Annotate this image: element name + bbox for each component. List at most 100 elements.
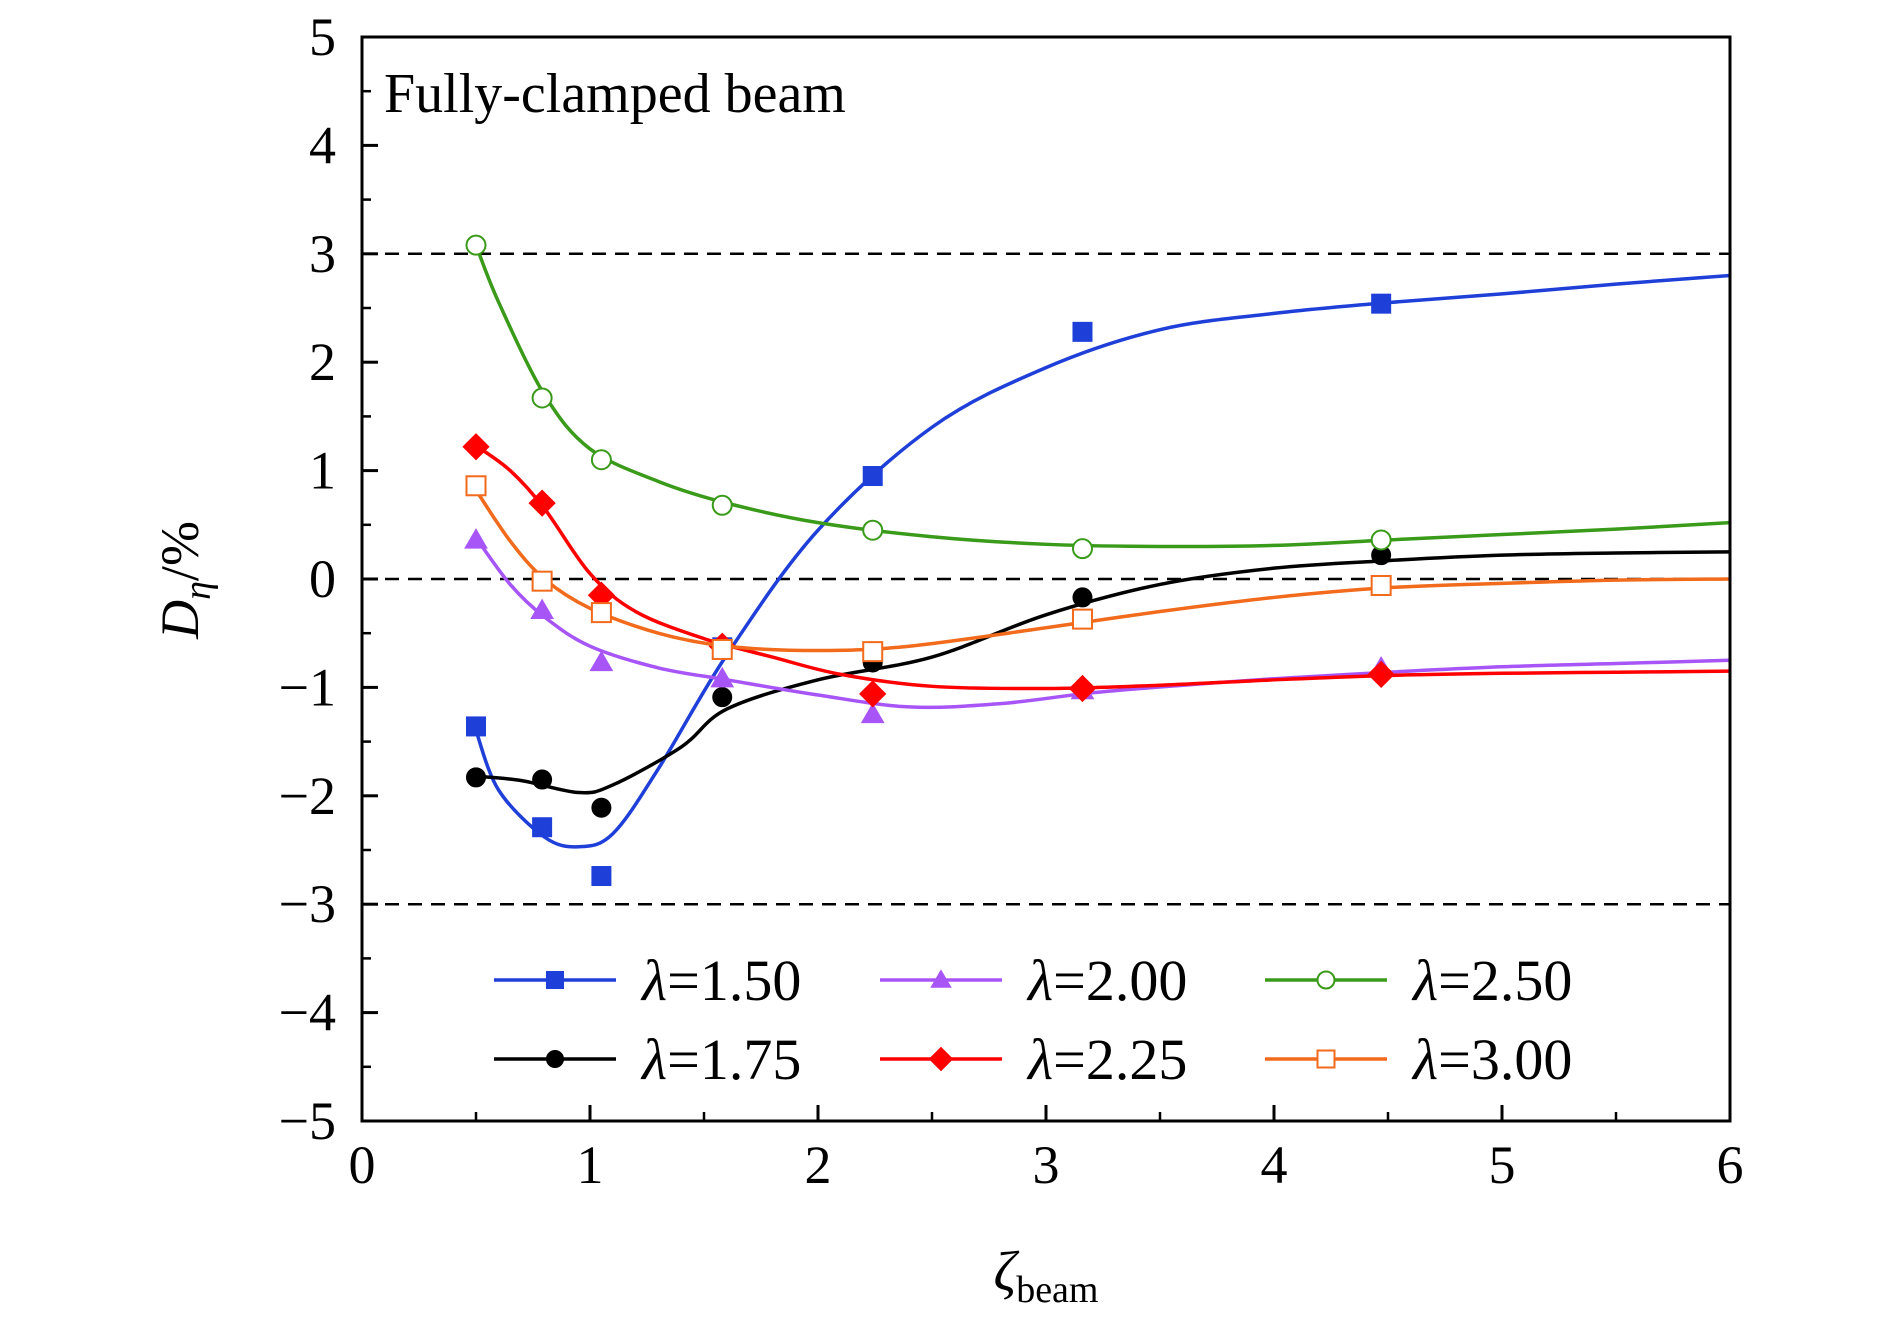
x-tick-label: 1 xyxy=(577,1135,604,1195)
series-fit-line xyxy=(474,273,1731,849)
series-3.00 xyxy=(465,475,1731,663)
series-2.50 xyxy=(465,234,1731,560)
data-point xyxy=(531,387,553,409)
y-axis-label: Dη/% xyxy=(150,521,219,640)
data-point xyxy=(1071,538,1093,560)
data-point xyxy=(465,234,487,256)
legend-value: =2.25 xyxy=(1053,1027,1187,1092)
x-axis-label-sub: beam xyxy=(1016,1269,1098,1311)
y-tick-label: −4 xyxy=(279,983,336,1043)
x-tick-label: 0 xyxy=(349,1135,376,1195)
data-point xyxy=(1370,575,1392,597)
data-point xyxy=(1370,529,1392,551)
legend-marker xyxy=(1316,970,1336,990)
y-tick-label: −2 xyxy=(279,766,336,826)
x-axis-label-main: ζ xyxy=(994,1241,1020,1303)
data-point xyxy=(591,866,612,887)
data-point xyxy=(1071,608,1093,630)
data-point xyxy=(860,702,885,724)
legend-marker xyxy=(546,1050,564,1068)
legend-value: =3.00 xyxy=(1438,1027,1572,1092)
legend-marker xyxy=(546,971,564,989)
legend-symbol: λ xyxy=(1026,1027,1053,1092)
legend-label: λ=1.50 xyxy=(640,948,801,1013)
data-point xyxy=(590,602,612,624)
data-point xyxy=(466,716,486,737)
x-tick-label: 2 xyxy=(805,1135,832,1195)
series-fit-line xyxy=(474,489,1731,653)
data-point xyxy=(1072,321,1093,342)
legend-value: =1.50 xyxy=(667,948,801,1013)
legend-marker xyxy=(928,1046,954,1072)
legend-label: λ=3.00 xyxy=(1411,1027,1572,1092)
data-point xyxy=(531,570,553,592)
legend-item: λ=3.00 xyxy=(1265,1027,1572,1092)
legend-symbol: λ xyxy=(1411,1027,1438,1092)
data-point xyxy=(1367,660,1395,689)
data-point xyxy=(591,797,612,818)
y-tick-label: 4 xyxy=(309,115,336,175)
data-point xyxy=(711,494,733,516)
y-axis-label-suffix: /% xyxy=(150,521,210,581)
data-point xyxy=(711,638,733,660)
y-tick-label: −1 xyxy=(279,657,336,717)
data-point xyxy=(532,769,553,790)
legend-marker xyxy=(1316,1049,1336,1069)
legend-value: =2.00 xyxy=(1053,948,1187,1013)
y-tick-label: 3 xyxy=(309,224,336,284)
data-point xyxy=(1068,674,1097,703)
series-fit-line xyxy=(474,536,1731,710)
x-tick-label: 3 xyxy=(1033,1135,1060,1195)
legend-item: λ=2.50 xyxy=(1265,948,1572,1013)
series-fit-line xyxy=(474,444,1731,691)
y-tick-label: 2 xyxy=(309,332,336,392)
series-layer xyxy=(462,234,1731,887)
data-point xyxy=(462,433,490,461)
y-tick-label: 1 xyxy=(309,441,336,501)
legend-label: λ=2.50 xyxy=(1411,948,1572,1013)
x-tick-label: 6 xyxy=(1717,1135,1744,1195)
data-point xyxy=(862,466,883,487)
legend-value: =2.50 xyxy=(1438,948,1572,1013)
legend-item: λ=2.00 xyxy=(880,948,1187,1013)
legend-item: λ=1.75 xyxy=(494,1027,801,1092)
legend-symbol: λ xyxy=(640,1027,667,1092)
legend-symbol: λ xyxy=(1026,948,1053,1013)
y-tick-label: −5 xyxy=(279,1091,336,1151)
legend-value: =1.75 xyxy=(667,1027,801,1092)
y-axis-label-sub: η xyxy=(177,581,219,600)
series-fit-line xyxy=(475,550,1731,795)
data-point xyxy=(1371,293,1392,314)
legend-label: λ=2.00 xyxy=(1026,948,1187,1013)
legend-marker xyxy=(930,969,952,988)
axes: 0 1 2 3 4 5 6 −5 −4 −3 −2 −1 0 1 2 3 4 5 xyxy=(279,7,1744,1195)
series-fit-line xyxy=(474,244,1731,549)
data-point xyxy=(862,641,884,663)
data-point xyxy=(532,817,553,838)
data-point xyxy=(859,680,887,708)
legend-item: λ=1.50 xyxy=(494,948,801,1013)
reference-lines xyxy=(362,252,1730,906)
data-point xyxy=(590,449,612,471)
legend-label: λ=2.25 xyxy=(1026,1027,1187,1092)
data-point xyxy=(862,519,884,541)
x-axis-label: ζbeam xyxy=(994,1241,1099,1311)
data-point xyxy=(589,650,614,672)
legend-symbol: λ xyxy=(640,948,667,1013)
y-tick-label: 0 xyxy=(309,549,336,609)
series-1.50 xyxy=(466,273,1731,887)
data-point xyxy=(530,598,555,620)
y-tick-label: 5 xyxy=(309,7,336,67)
chart-annotation: Fully-clamped beam xyxy=(384,63,846,125)
data-point xyxy=(464,528,488,549)
data-point xyxy=(1072,587,1093,608)
data-point xyxy=(466,767,486,788)
data-point xyxy=(710,666,735,688)
legend-label: λ=1.75 xyxy=(640,1027,801,1092)
x-tick-label: 5 xyxy=(1489,1135,1516,1195)
legend: λ=1.50 λ=2.00 λ=2.50λ=1.75 λ=2.25 λ=3.00 xyxy=(494,948,1572,1092)
legend-symbol: λ xyxy=(1411,948,1438,1013)
x-tick-label: 4 xyxy=(1261,1135,1288,1195)
data-point xyxy=(465,475,487,497)
